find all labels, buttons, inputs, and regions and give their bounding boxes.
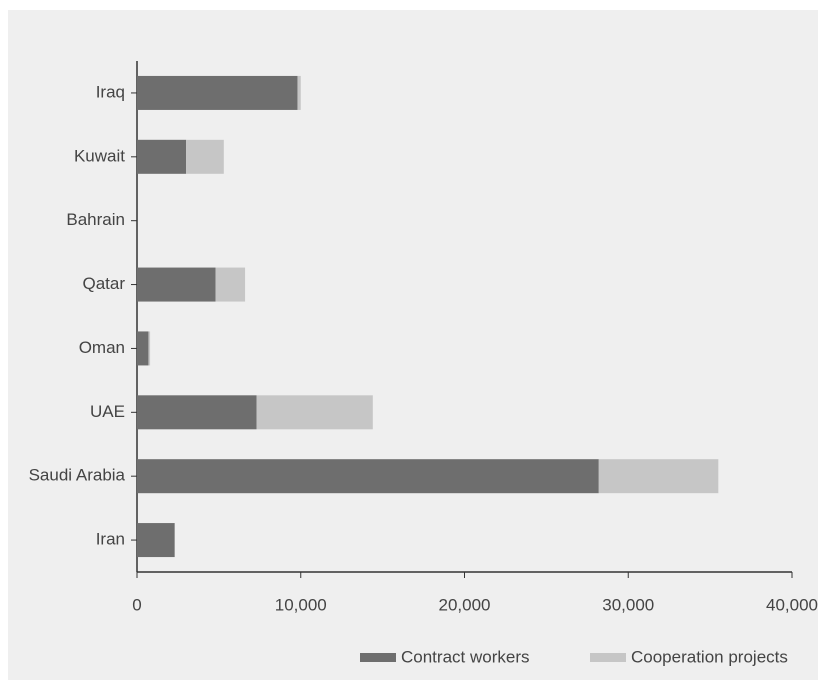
bar-segment [598,459,719,494]
y-tick-label: Iraq [96,82,125,101]
y-tick-label: Iran [96,530,125,549]
y-tick-label: Kuwait [74,146,125,165]
bar-segment [137,331,149,366]
bar-segment [137,395,257,430]
x-tick-label: 30,000 [602,595,654,614]
bar-segment [137,75,298,110]
x-tick-label: 40,000 [766,595,818,614]
y-tick-label: Qatar [82,274,125,293]
bar-segment [137,139,187,174]
bar-segment [148,331,151,366]
y-tick-label: UAE [90,402,125,421]
bar-segment [137,523,175,558]
bar-segment [256,395,373,430]
x-tick-label: 20,000 [439,595,491,614]
bar-segment [137,459,599,494]
bar-segment [297,75,301,110]
x-tick-label: 10,000 [275,595,327,614]
legend-swatch [360,653,396,662]
legend-swatch [590,653,626,662]
bar-segment [137,267,216,302]
x-tick-label: 0 [132,595,141,614]
y-tick-label: Bahrain [66,210,125,229]
y-tick-label: Oman [79,338,125,357]
legend-label: Contract workers [401,647,529,666]
legend-label: Cooperation projects [631,647,788,666]
chart-background [8,10,818,680]
bar-segment [215,267,246,302]
bar-segment [186,139,224,174]
y-tick-label: Saudi Arabia [29,466,126,485]
